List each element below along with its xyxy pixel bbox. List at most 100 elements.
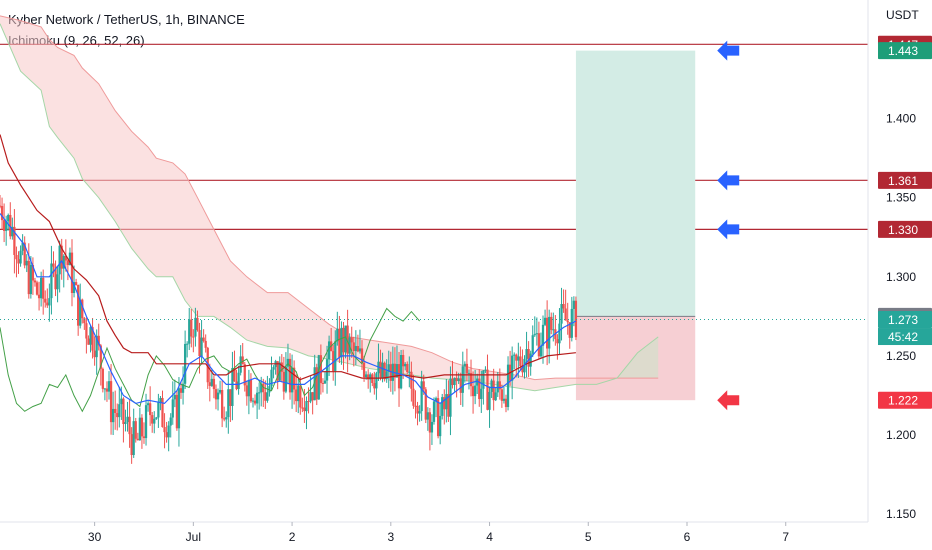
candle-body bbox=[33, 280, 37, 283]
time-tick-label: 7 bbox=[782, 530, 789, 544]
candle-body bbox=[301, 407, 304, 409]
candle-body bbox=[321, 382, 325, 384]
candle-body bbox=[288, 358, 292, 393]
candle-body bbox=[179, 388, 183, 393]
candle-body bbox=[434, 398, 438, 402]
candle-body bbox=[81, 299, 84, 319]
candle-body bbox=[74, 282, 78, 285]
candle-body bbox=[305, 401, 308, 412]
price-axis: 1.1501.2001.2501.3001.3501.400USDT1.4471… bbox=[867, 0, 932, 522]
candle-body bbox=[342, 327, 345, 353]
candle-body bbox=[25, 260, 28, 266]
candle-body bbox=[406, 363, 409, 373]
candle-body bbox=[77, 284, 80, 326]
candle-body bbox=[239, 356, 242, 373]
candle-body bbox=[200, 337, 203, 357]
candle-body bbox=[134, 421, 137, 439]
candle-body bbox=[404, 363, 407, 367]
candle-body bbox=[478, 378, 481, 400]
price-badge-label: 1.222 bbox=[888, 394, 918, 408]
candle-body bbox=[439, 415, 442, 437]
candle-body bbox=[356, 346, 360, 352]
candle-body bbox=[340, 327, 343, 358]
candle-body bbox=[307, 401, 310, 403]
candle-body bbox=[445, 394, 448, 410]
candle-body bbox=[231, 367, 234, 406]
candle-body bbox=[531, 335, 534, 354]
candle-body bbox=[346, 325, 349, 354]
price-badge: 1.361 bbox=[878, 171, 932, 189]
candle-body bbox=[521, 366, 524, 373]
candle-body bbox=[344, 325, 347, 353]
candle-body bbox=[568, 322, 571, 338]
time-tick-label: 2 bbox=[289, 530, 296, 544]
candle-body bbox=[260, 383, 263, 393]
candle-body bbox=[157, 402, 160, 418]
price-badge: 1.443 bbox=[878, 42, 932, 60]
candle-body bbox=[474, 385, 477, 397]
candle-body bbox=[124, 422, 127, 425]
cloud-bullish bbox=[617, 336, 659, 379]
candle-body bbox=[323, 380, 327, 384]
candle-body bbox=[223, 418, 226, 420]
candle-body bbox=[574, 300, 578, 338]
candle-body bbox=[17, 259, 20, 264]
price-badge-label: 1.273 bbox=[888, 313, 918, 327]
candle-body bbox=[72, 282, 76, 294]
candle-body bbox=[167, 425, 170, 438]
candle-body bbox=[303, 407, 306, 412]
time-tick-label: 3 bbox=[387, 530, 394, 544]
kijun-sen bbox=[0, 134, 576, 381]
candle-body bbox=[469, 372, 473, 387]
candle-body bbox=[101, 368, 104, 389]
candle-body bbox=[533, 334, 536, 336]
candle-body bbox=[245, 385, 248, 397]
symbol-title[interactable]: Kyber Network / TetherUS, 1h, BINANCE bbox=[8, 12, 245, 27]
candle-body bbox=[556, 339, 559, 344]
candle-body bbox=[68, 252, 72, 266]
candle-body bbox=[2, 220, 6, 231]
candle-body bbox=[397, 364, 401, 389]
candle-body bbox=[313, 367, 316, 401]
candle-body bbox=[550, 316, 553, 330]
candle-body bbox=[572, 300, 575, 309]
candle-body bbox=[93, 350, 96, 358]
price-tick-label: 1.200 bbox=[886, 428, 916, 442]
candle-body bbox=[389, 364, 392, 381]
candle-body bbox=[560, 304, 563, 324]
candle-body bbox=[27, 260, 30, 295]
candle-body bbox=[564, 308, 567, 321]
price-badge-label: 1.443 bbox=[888, 44, 918, 58]
candle-body bbox=[461, 366, 464, 393]
candle-body bbox=[109, 381, 113, 423]
arrows bbox=[717, 40, 740, 411]
candle-body bbox=[280, 362, 283, 372]
cloud-bearish bbox=[0, 15, 618, 391]
candle-body bbox=[299, 385, 302, 408]
candle-body bbox=[418, 411, 421, 414]
candle-body bbox=[58, 245, 61, 275]
candle-body bbox=[165, 432, 168, 438]
time-tick-label: 6 bbox=[684, 530, 691, 544]
candle-body bbox=[79, 299, 82, 326]
candle-body bbox=[381, 362, 384, 378]
time-tick-label: Jul bbox=[186, 530, 201, 544]
candle-body bbox=[552, 329, 555, 331]
price-badge-bg bbox=[878, 42, 932, 60]
candle-body bbox=[566, 320, 569, 323]
candle-body bbox=[44, 298, 47, 303]
candle-body bbox=[19, 250, 22, 264]
candle-body bbox=[255, 392, 259, 404]
candle-body bbox=[202, 337, 205, 341]
candle-body bbox=[327, 341, 331, 360]
candle-body bbox=[258, 392, 261, 394]
candle-body bbox=[149, 403, 152, 416]
candle-body bbox=[270, 369, 273, 387]
price-tick-label: 1.350 bbox=[886, 191, 916, 205]
candle-body bbox=[247, 379, 251, 397]
arrow-left-icon bbox=[717, 390, 740, 411]
candle-body bbox=[227, 389, 230, 418]
candle-body bbox=[449, 378, 452, 417]
long-position-tool bbox=[575, 50, 696, 401]
